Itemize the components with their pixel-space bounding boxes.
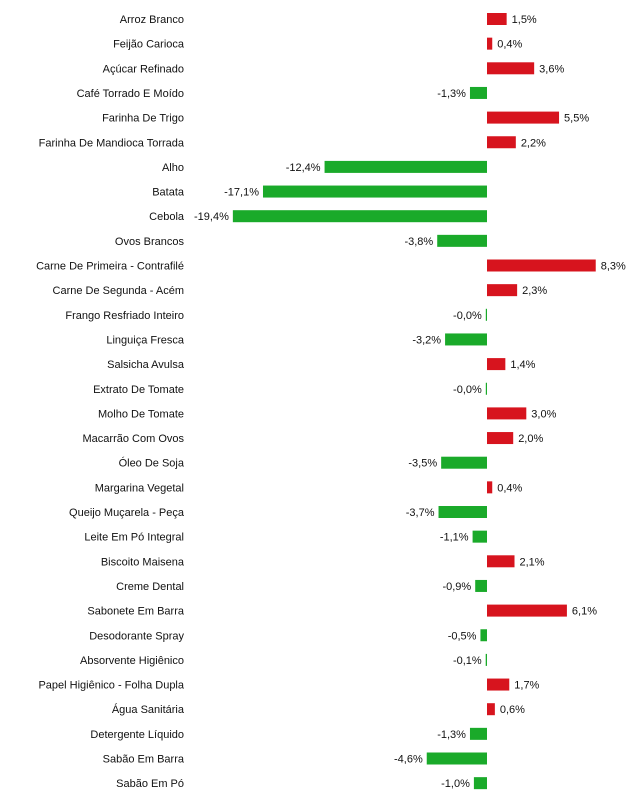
category-label: Farinha De Trigo [102,113,184,125]
category-label: Absorvente Higiênico [80,655,184,667]
bar [472,530,487,543]
value-label: -3,2% [412,334,441,346]
category-label: Frango Resfriado Inteiro [65,310,184,322]
bar [487,703,495,716]
category-label: Água Sanitária [112,703,185,716]
category-label: Linguiça Fresca [106,334,185,346]
category-label: Desodorante Spray [89,630,184,642]
bar [469,86,487,99]
category-label: Biscoito Maisena [101,556,185,568]
category-label: Detergente Líquido [90,729,184,741]
value-label: -17,1% [224,187,259,199]
value-label: 1,5% [512,14,537,26]
category-label: Sabão Em Pó [116,778,184,790]
value-label: -4,6% [394,754,423,766]
category-label: Extrato De Tomate [93,384,184,396]
bar [438,506,487,518]
bar [487,136,516,149]
category-label: Açúcar Refinado [103,63,184,75]
category-label: Feijão Carioca [113,39,185,51]
bar [487,407,527,420]
value-label: -0,9% [442,581,471,593]
category-label: Papel Higiênico - Folha Dupla [38,680,184,692]
value-label: 6,1% [572,606,597,618]
category-label: Farinha De Mandioca Torrada [39,137,185,149]
value-label: -3,7% [406,507,435,519]
category-label: Alho [162,162,184,174]
value-label: -0,0% [453,384,482,396]
value-label: -1,3% [437,88,466,100]
bar [485,382,487,395]
bar [426,752,487,765]
value-label: -1,1% [440,532,469,544]
category-label: Carne De Segunda - Acém [53,285,184,297]
bar [473,777,487,790]
bar [487,432,514,445]
bar [445,333,487,346]
value-label: -3,5% [408,458,437,470]
bar [487,259,596,272]
category-label: Ovos Brancos [115,236,185,248]
bar [487,13,507,25]
bar [232,210,487,223]
category-label: Óleo De Soja [119,457,185,470]
category-label: Creme Dental [116,581,184,593]
category-label: Macarrão Com Ovos [83,433,185,445]
bar [469,727,487,740]
value-label: 0,4% [497,39,522,51]
value-label: 3,0% [531,408,556,420]
bar [487,678,510,691]
value-label: -12,4% [286,162,321,174]
category-label: Batata [152,187,185,199]
value-label: 2,2% [521,137,546,149]
value-label: -0,5% [448,630,477,642]
value-label: 2,1% [520,556,545,568]
value-label: 0,6% [500,704,525,716]
value-label: -0,0% [453,310,482,322]
bar [485,653,487,666]
category-label: Sabonete Em Barra [87,606,184,618]
value-label: -3,8% [404,236,433,248]
bar [437,234,487,247]
value-label: -0,1% [453,655,482,667]
value-label: 0,4% [497,482,522,494]
value-label: 1,7% [514,680,539,692]
bar [487,37,493,50]
bar [487,358,506,371]
bar [487,481,493,494]
value-label: 1,4% [510,359,535,371]
bar [441,456,487,469]
value-label: 5,5% [564,113,589,125]
bar [487,604,567,617]
category-label: Cebola [149,211,185,223]
value-label: -19,4% [194,211,229,223]
value-label: -1,0% [441,778,470,790]
category-label: Leite Em Pó Integral [84,532,184,544]
category-label: Carne De Primeira - Contrafilé [36,261,184,273]
category-label: Café Torrado E Moído [77,88,184,100]
bar [475,579,487,592]
category-label: Salsicha Avulsa [107,359,185,371]
category-label: Queijo Muçarela - Peça [69,507,185,519]
value-label: -1,3% [437,729,466,741]
bar [262,185,487,198]
value-label: 3,6% [539,63,564,75]
bar [487,111,560,124]
category-label: Arroz Branco [120,14,184,26]
category-label: Sabão Em Barra [103,754,185,766]
value-label: 2,3% [522,285,547,297]
category-label: Molho De Tomate [98,408,184,420]
bar [324,160,487,173]
bar [480,629,487,642]
value-label: 8,3% [601,261,626,273]
category-label: Margarina Vegetal [95,482,184,494]
bar [487,284,518,297]
bar [487,62,535,75]
bar [485,308,487,321]
value-label: 2,0% [518,433,543,445]
bar [487,555,515,568]
